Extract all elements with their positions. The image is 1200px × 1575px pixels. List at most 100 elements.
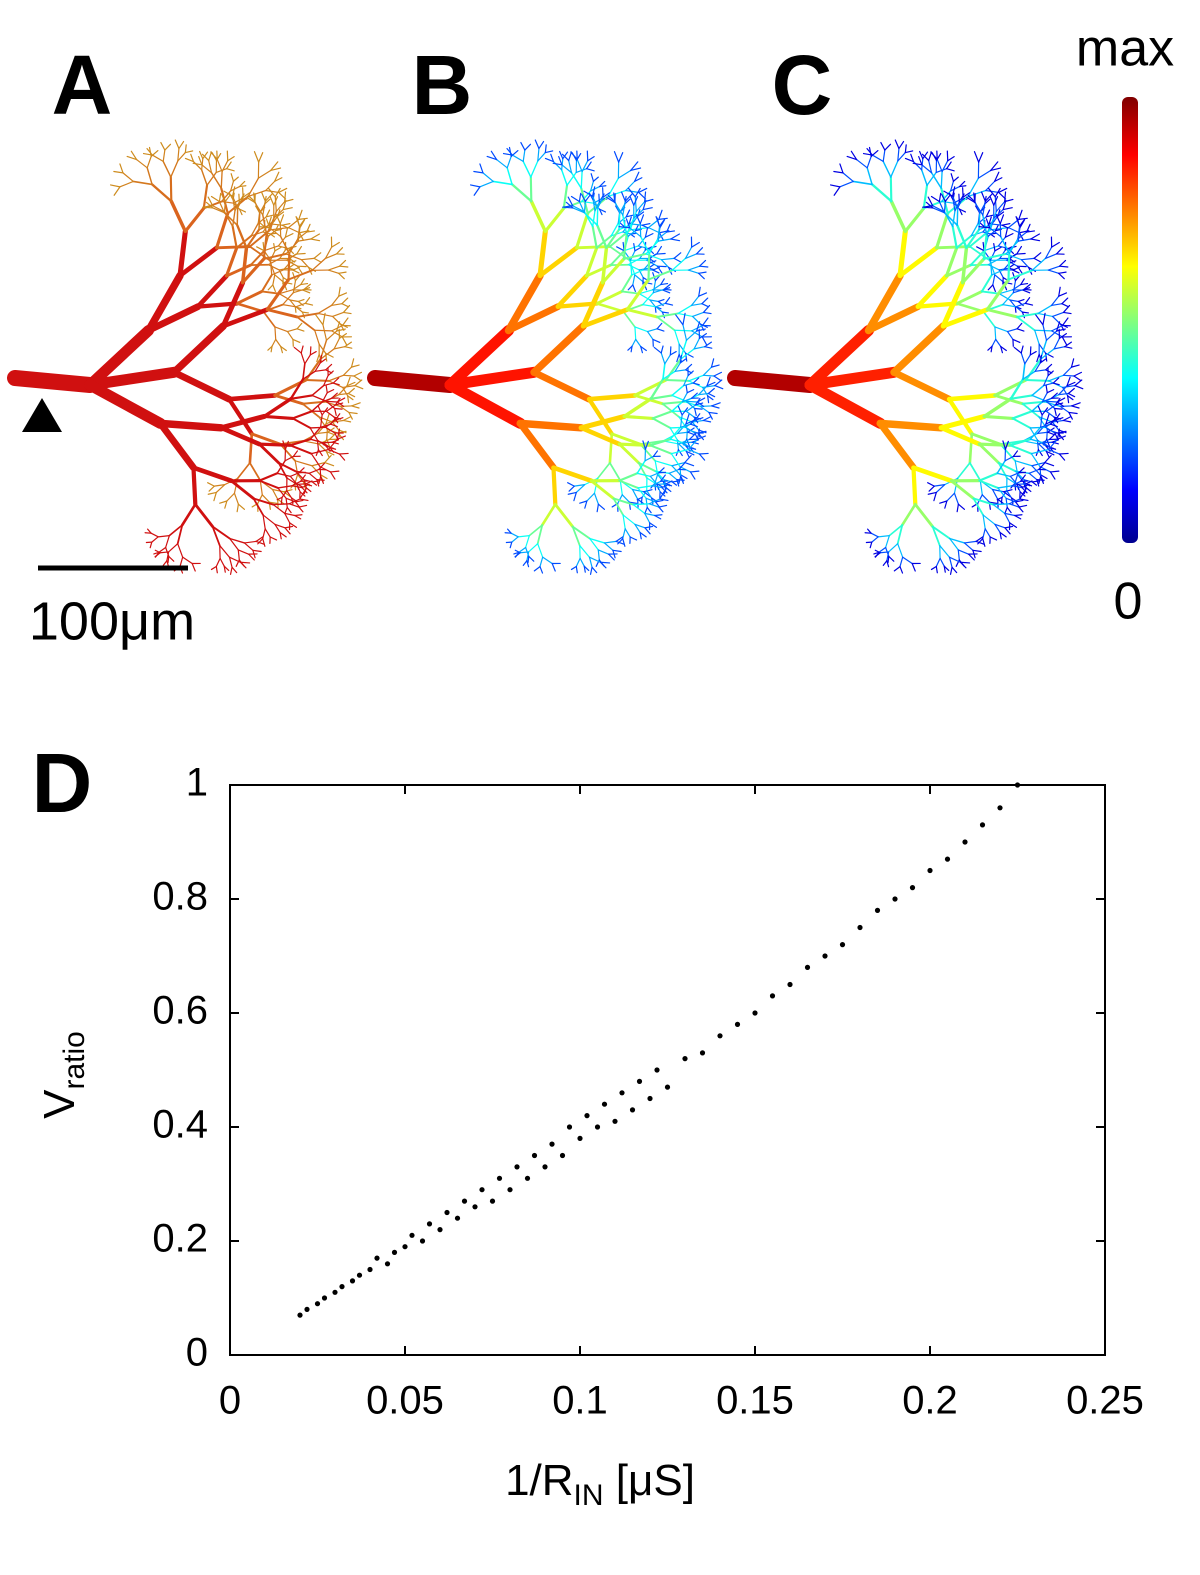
dendrite-branch	[177, 543, 184, 558]
dendrite-branch	[1047, 370, 1054, 377]
dendrite-branch	[691, 419, 704, 423]
dendrite-branch	[631, 269, 645, 276]
dendrite-branch	[697, 432, 705, 441]
dendrite-branch	[656, 328, 665, 332]
dendrite-branch	[1073, 371, 1083, 377]
dendrite-branch	[991, 215, 999, 225]
dendrite-branch	[348, 411, 358, 415]
dendrite-branch	[634, 224, 639, 232]
dendrite-branch	[316, 431, 329, 435]
dendrite-branch	[927, 491, 937, 495]
dendrite-branch	[1054, 417, 1064, 422]
dendrite-branch	[654, 514, 663, 517]
dendrite-branch	[674, 329, 693, 332]
dendrite-branch	[1066, 376, 1071, 387]
dendrite-branch	[599, 561, 611, 564]
dendrite-branch	[649, 444, 673, 455]
dendrite-branch	[1019, 498, 1029, 502]
y-tick-label: 0.8	[152, 875, 208, 919]
dendrite-branch	[306, 223, 311, 233]
dendrite-branch	[284, 512, 291, 524]
dendrite-branch	[304, 379, 330, 382]
dendrite-branch	[254, 201, 264, 216]
dendrite-branch	[951, 566, 958, 574]
dendrite-branch	[292, 450, 299, 458]
dendrite-branch	[707, 387, 715, 395]
dendrite-branch	[959, 561, 967, 569]
dendrite-branch	[1015, 216, 1021, 227]
data-point	[577, 1135, 583, 1141]
dendrite-branch	[253, 151, 260, 163]
dendrite-branch	[275, 213, 281, 225]
dendrite-branch	[444, 366, 540, 391]
dendrite-branch	[578, 192, 582, 203]
dendrite-branch	[341, 303, 349, 308]
data-point	[612, 1118, 618, 1124]
dendrite-branch	[904, 144, 907, 154]
dendrite-branch	[871, 536, 879, 543]
dendrite-branch	[618, 479, 639, 489]
dendrite-branch	[679, 358, 687, 364]
dendrite-branch	[644, 506, 648, 515]
dendrite-branch	[513, 551, 520, 555]
dendrite-branch	[247, 177, 260, 198]
dendrite-branch	[192, 160, 203, 171]
dendrite-branch	[989, 536, 998, 541]
dendrite-branch	[607, 189, 627, 198]
dendrite-branch	[932, 207, 945, 214]
data-point	[472, 1204, 478, 1210]
dendrite-branch	[668, 468, 680, 474]
dendrite-branch	[320, 414, 323, 428]
dendrite-branch	[224, 194, 231, 202]
dendrite-branch	[202, 184, 209, 210]
dendrite-branch	[544, 150, 554, 154]
dendrite-branch	[1045, 400, 1056, 410]
dendrite-branch	[985, 218, 991, 229]
dendrite-branch	[1054, 407, 1063, 410]
dendrite-branch	[593, 492, 600, 505]
dendrite-branch	[205, 201, 214, 209]
dendrite-branch	[344, 341, 352, 348]
dendrite-branch	[530, 322, 588, 377]
dendrite-branch	[678, 438, 691, 445]
dendrite-branch	[603, 542, 614, 551]
dendrite-branch	[664, 379, 690, 382]
dendrite-branch	[292, 338, 301, 344]
dendrite-branch	[902, 556, 913, 565]
dendrite-branch	[550, 153, 555, 163]
dendrite-branch	[666, 230, 676, 233]
dendrite-branch	[625, 209, 631, 218]
dendrite-branch	[674, 369, 687, 372]
dendrite-branch	[225, 263, 253, 278]
dendrite-branch	[707, 392, 716, 398]
dendrite-branch	[279, 443, 297, 462]
dendrite-branch	[288, 260, 297, 264]
dendrite-branch	[910, 153, 915, 163]
dendrite-branch	[952, 199, 956, 212]
dendrite-branch	[950, 180, 955, 192]
dendrite-branch	[598, 185, 607, 188]
dendrite-branch	[890, 322, 948, 377]
dendrite-branch	[696, 321, 701, 332]
dendrite-branch	[291, 410, 313, 420]
dendrite-branch	[920, 169, 928, 186]
dendrite-branch	[1039, 348, 1055, 360]
dendrite-branch	[938, 192, 942, 203]
dendrite-branch	[1024, 302, 1034, 306]
dendrite-branch	[1020, 345, 1024, 354]
dendrite-branch	[147, 528, 152, 534]
dendrite-branch	[224, 246, 239, 278]
dendrite-branch	[584, 500, 588, 509]
dendrite-branch	[652, 269, 660, 274]
data-point	[549, 1141, 555, 1147]
dendrite-branch	[1016, 252, 1026, 255]
dendrite-branch	[997, 461, 1017, 473]
dendrite-branch	[684, 246, 693, 260]
dendrite-branch	[711, 402, 721, 407]
dendrite-branch	[1043, 382, 1054, 387]
dendrite-branch	[706, 376, 711, 387]
dendrite-branch	[280, 496, 283, 504]
dendrite-branch	[982, 310, 996, 328]
dendrite-branch	[1047, 448, 1061, 455]
data-point	[531, 1152, 538, 1159]
